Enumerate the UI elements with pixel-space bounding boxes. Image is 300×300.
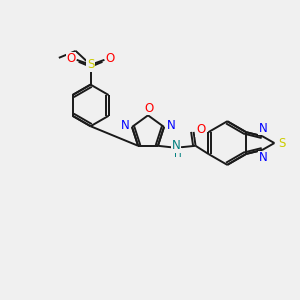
Text: N: N <box>259 152 268 164</box>
Text: H: H <box>174 149 182 159</box>
Text: N: N <box>167 119 175 133</box>
Text: S: S <box>87 58 94 71</box>
Text: N: N <box>121 119 129 133</box>
Text: S: S <box>279 136 286 150</box>
Text: N: N <box>171 139 180 152</box>
Text: O: O <box>144 102 154 115</box>
Text: N: N <box>259 122 268 135</box>
Text: O: O <box>106 52 115 65</box>
Text: O: O <box>66 52 75 65</box>
Text: O: O <box>196 123 205 136</box>
